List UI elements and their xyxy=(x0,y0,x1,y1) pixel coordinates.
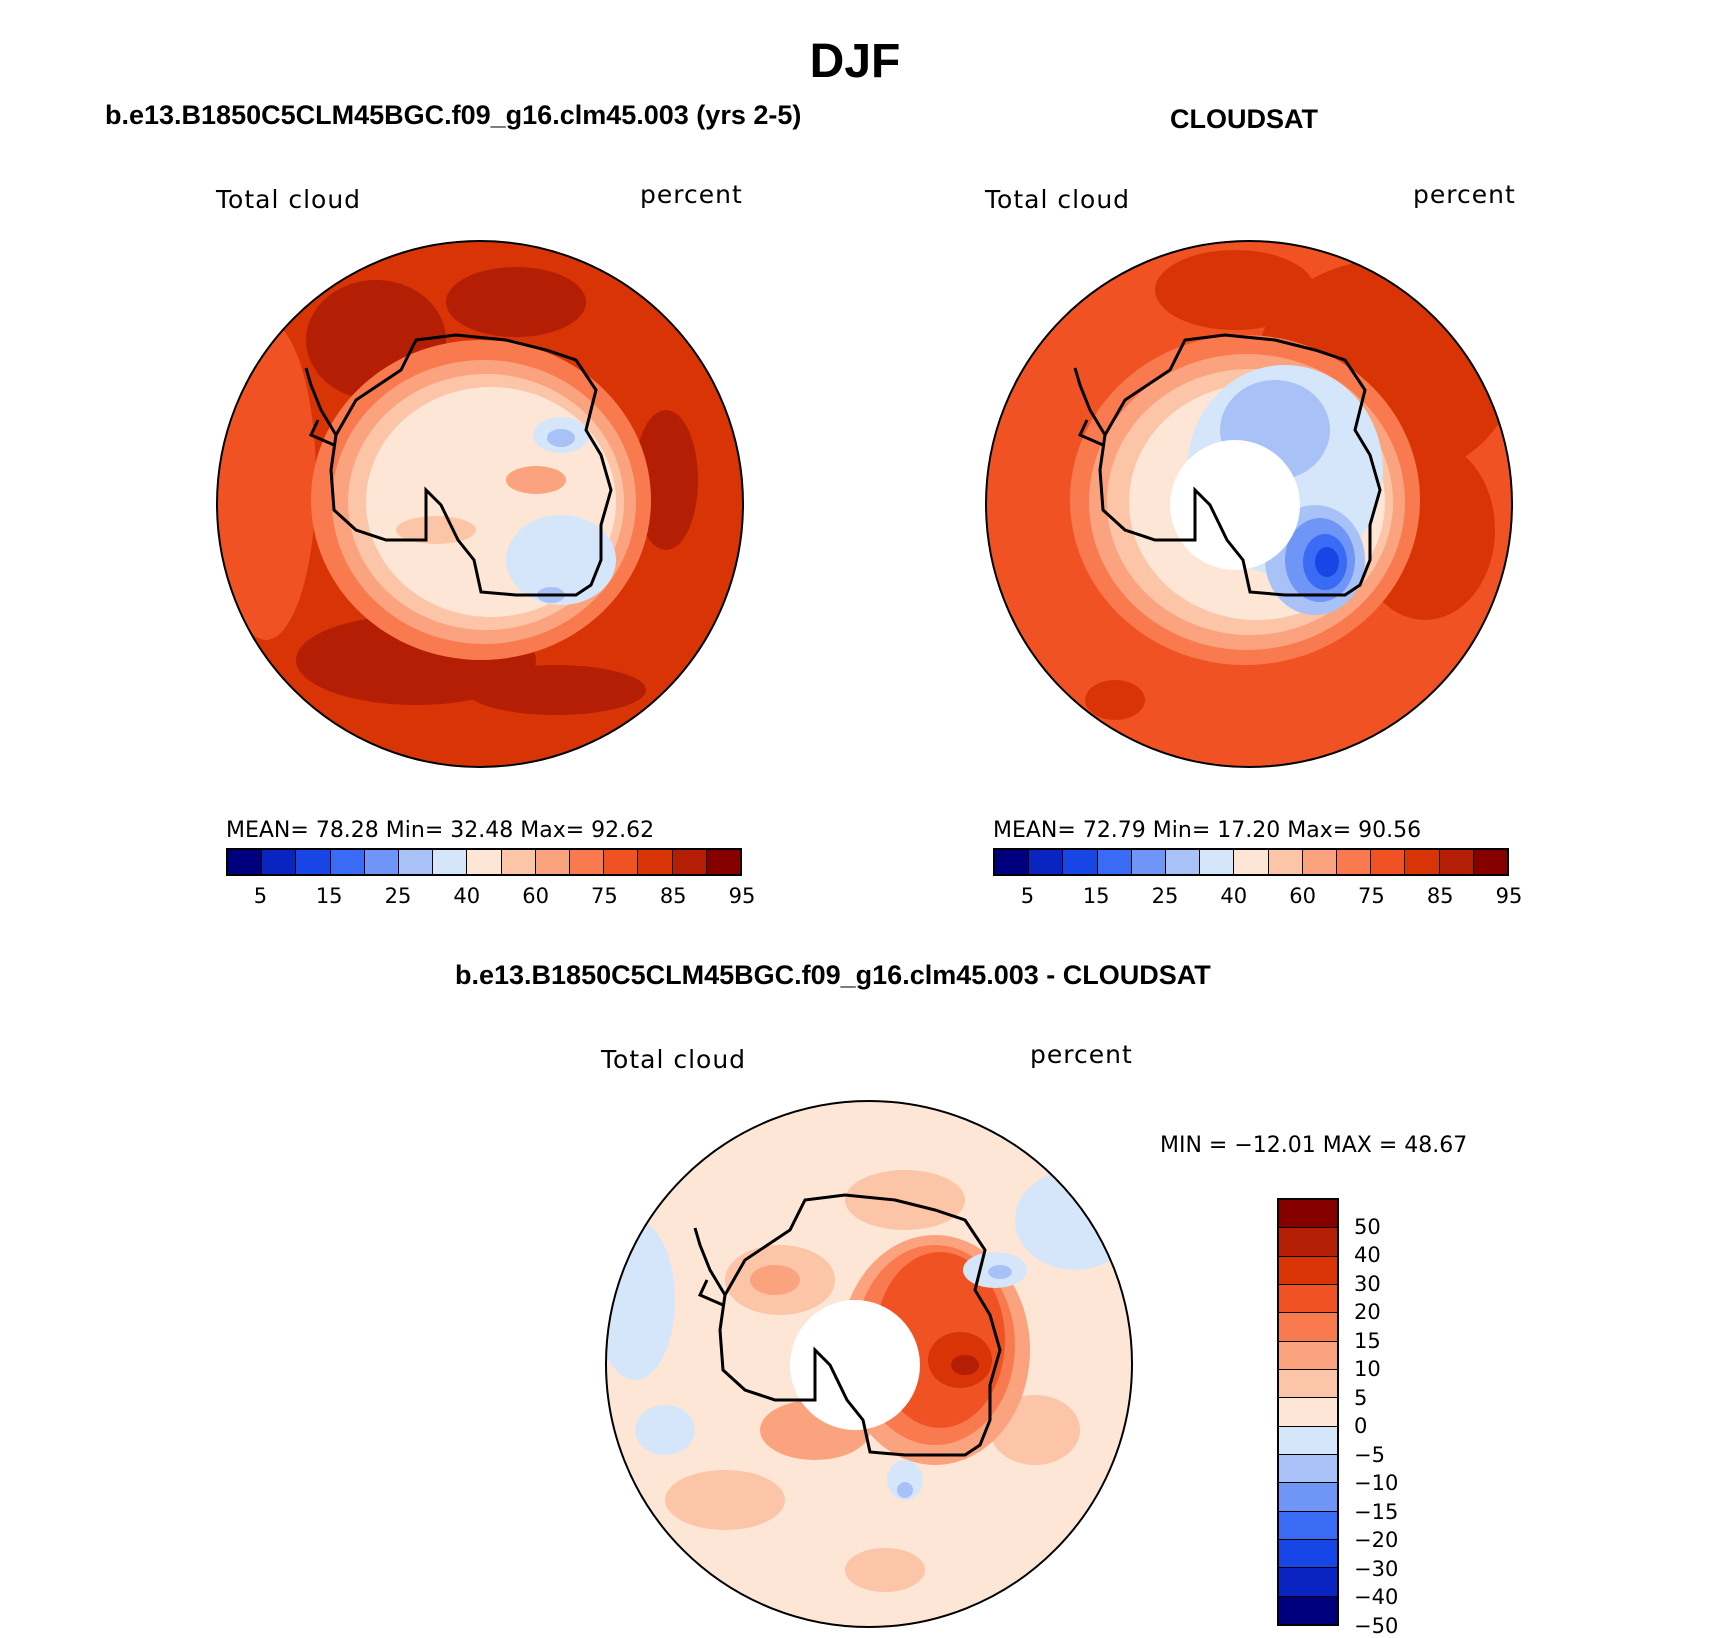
colorbar-swatch xyxy=(364,850,400,874)
model-polar-map xyxy=(216,240,744,768)
colorbar-swatch xyxy=(1279,1539,1337,1569)
colorbar-tick-label: −20 xyxy=(1354,1528,1399,1553)
colorbar-swatch xyxy=(296,850,331,874)
colorbar-swatch xyxy=(1279,1341,1337,1370)
model-units-label: percent xyxy=(640,180,743,209)
colorbar-swatch xyxy=(1234,850,1269,874)
model-variable-label: Total cloud xyxy=(216,185,362,214)
colorbar-swatch xyxy=(1279,1454,1337,1484)
obs-panel-title: CLOUDSAT xyxy=(1170,104,1318,134)
colorbar-tick-label: 25 xyxy=(1151,884,1179,908)
diff-colorbar-ticks: 50 40 30 20 15 10 5 0 −5 −10 −15 −20 −30 −40 −50 xyxy=(1354,1198,1454,1638)
colorbar-tick-label: −15 xyxy=(1354,1499,1399,1524)
colorbar-tick-label: −50 xyxy=(1354,1614,1399,1638)
colorbar-swatch xyxy=(672,850,707,874)
colorbar-swatch xyxy=(399,850,434,874)
colorbar-swatch xyxy=(1063,850,1098,874)
colorbar-tick-label: −10 xyxy=(1354,1471,1399,1496)
colorbar-tick-label: 0 xyxy=(1354,1414,1368,1439)
colorbar-tick-label: 95 xyxy=(728,884,756,908)
colorbar-swatch xyxy=(1200,850,1235,874)
colorbar-swatch xyxy=(1279,1284,1337,1314)
colorbar-swatch xyxy=(1279,1511,1337,1540)
colorbar-swatch xyxy=(1279,1313,1337,1342)
colorbar-swatch xyxy=(1029,850,1064,874)
diff-panel-title: b.e13.B1850C5CLM45BGC.f09_g16.clm45.003 … xyxy=(455,960,1211,990)
colorbar-tick-label: 60 xyxy=(522,884,549,908)
colorbar-swatch xyxy=(1279,1228,1337,1257)
colorbar-tick-label: 85 xyxy=(659,884,687,908)
colorbar-swatch xyxy=(1097,850,1132,874)
colorbar-swatch xyxy=(1268,850,1303,874)
colorbar-tick-label: 5 xyxy=(1020,884,1035,908)
colorbar-swatch xyxy=(1279,1426,1337,1455)
colorbar-swatch xyxy=(1371,850,1406,874)
colorbar-swatch xyxy=(1279,1568,1337,1597)
colorbar-tick-label: 5 xyxy=(253,884,268,908)
model-stats: MEAN= 78.28 Min= 32.48 Max= 92.62 xyxy=(226,818,655,843)
colorbar-swatch xyxy=(330,850,365,874)
diff-stats: MIN = −12.01 MAX = 48.67 xyxy=(1160,1133,1468,1158)
model-colorbar-ticks: 5 15 25 40 60 75 85 95 xyxy=(226,884,756,912)
obs-stats: MEAN= 72.79 Min= 17.20 Max= 90.56 xyxy=(993,818,1422,843)
colorbar-swatch xyxy=(570,850,605,874)
colorbar-swatch xyxy=(1302,850,1338,874)
diff-colorbar xyxy=(1277,1198,1339,1626)
colorbar-tick-label: 25 xyxy=(384,884,412,908)
obs-polar-map xyxy=(985,240,1513,768)
colorbar-tick-label: 40 xyxy=(1354,1243,1381,1268)
colorbar-tick-label: 40 xyxy=(453,884,481,908)
colorbar-swatch xyxy=(1131,850,1167,874)
model-colorbar xyxy=(226,848,742,876)
colorbar-swatch xyxy=(501,850,536,874)
colorbar-swatch xyxy=(433,850,468,874)
colorbar-swatch xyxy=(1279,1200,1337,1229)
colorbar-swatch xyxy=(1279,1369,1337,1399)
colorbar-tick-label: 5 xyxy=(1354,1385,1368,1410)
colorbar-swatch xyxy=(1337,850,1372,874)
colorbar-swatch xyxy=(228,850,263,874)
colorbar-swatch xyxy=(1166,850,1201,874)
diff-units-label: percent xyxy=(1030,1040,1133,1069)
colorbar-swatch xyxy=(467,850,502,874)
model-panel-title: b.e13.B1850C5CLM45BGC.f09_g16.clm45.003 … xyxy=(105,100,802,130)
colorbar-tick-label: 40 xyxy=(1220,884,1248,908)
colorbar-tick-label: 15 xyxy=(1082,884,1110,908)
colorbar-swatch xyxy=(1405,850,1440,874)
colorbar-tick-label: 50 xyxy=(1354,1214,1381,1239)
colorbar-tick-label: 20 xyxy=(1354,1300,1381,1325)
colorbar-swatch xyxy=(535,850,571,874)
colorbar-swatch xyxy=(995,850,1030,874)
colorbar-swatch xyxy=(1279,1596,1337,1624)
colorbar-tick-label: 95 xyxy=(1495,884,1523,908)
obs-units-label: percent xyxy=(1413,180,1516,209)
colorbar-tick-label: 75 xyxy=(591,884,618,908)
colorbar-swatch xyxy=(638,850,673,874)
colorbar-swatch xyxy=(1279,1483,1337,1512)
colorbar-tick-label: 30 xyxy=(1354,1271,1381,1296)
obs-variable-label: Total cloud xyxy=(985,185,1131,214)
colorbar-tick-label: 60 xyxy=(1289,884,1316,908)
colorbar-swatch xyxy=(706,850,741,874)
figure-title: DJF xyxy=(809,35,901,88)
colorbar-tick-label: −40 xyxy=(1354,1585,1399,1610)
colorbar-swatch xyxy=(1279,1398,1337,1427)
obs-colorbar xyxy=(993,848,1509,876)
colorbar-tick-label: 10 xyxy=(1354,1357,1381,1382)
colorbar-swatch xyxy=(1279,1256,1337,1285)
colorbar-swatch xyxy=(262,850,297,874)
colorbar-swatch xyxy=(1473,850,1508,874)
colorbar-swatch xyxy=(604,850,639,874)
colorbar-tick-label: −30 xyxy=(1354,1556,1399,1581)
colorbar-swatch xyxy=(1439,850,1474,874)
colorbar-tick-label: 15 xyxy=(1354,1328,1381,1353)
diff-polar-map xyxy=(605,1100,1133,1628)
colorbar-tick-label: 15 xyxy=(315,884,343,908)
colorbar-tick-label: 85 xyxy=(1426,884,1454,908)
diff-variable-label: Total cloud xyxy=(601,1045,747,1074)
colorbar-tick-label: −5 xyxy=(1354,1442,1385,1467)
colorbar-tick-label: 75 xyxy=(1358,884,1385,908)
obs-colorbar-ticks: 5 15 25 40 60 75 85 95 xyxy=(993,884,1523,912)
